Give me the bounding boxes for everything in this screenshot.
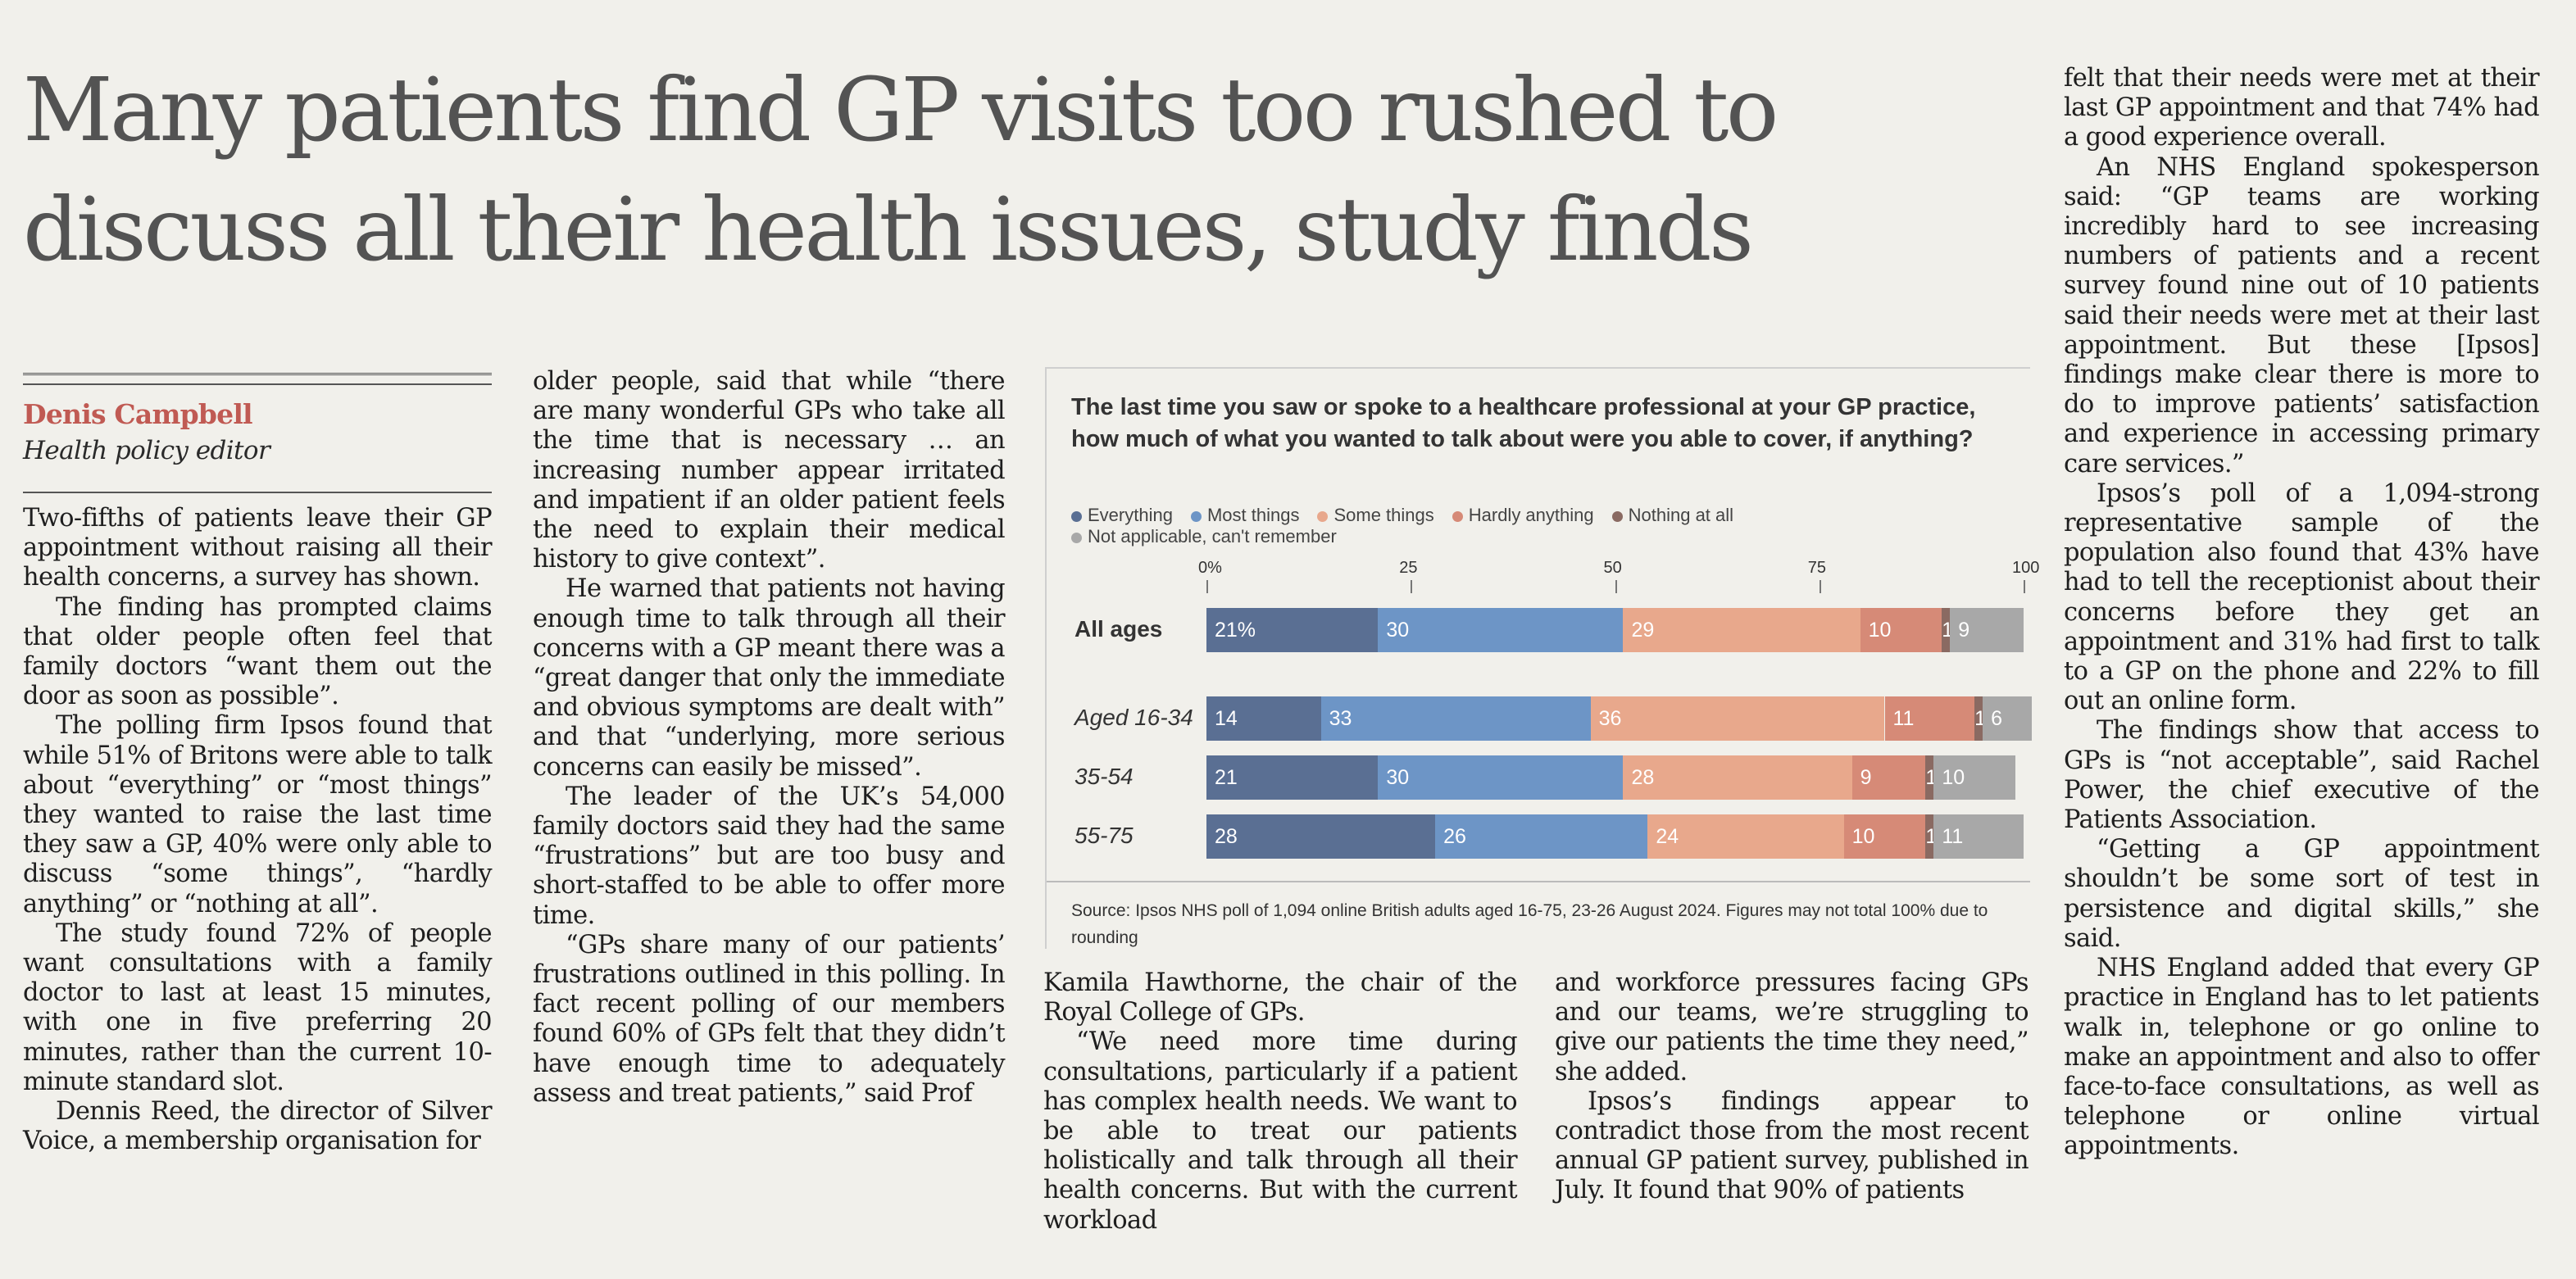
bar-segment: 36 <box>1590 696 1885 741</box>
paragraph: felt that their needs were met at their … <box>2064 64 2540 152</box>
paragraph: The leader of the UK’s 54,000 family doc… <box>533 782 1006 930</box>
bar-segment: 24 <box>1647 814 1844 859</box>
paragraph: Ipsos’s findings appear to contradict th… <box>1555 1086 2029 1205</box>
chart-legend: Everything Most things Some things Hardly a… <box>1071 505 2022 547</box>
paragraph: He warned that patients not having enoug… <box>533 574 1006 782</box>
bar-segment: 21% <box>1206 608 1379 652</box>
x-tick-mark <box>1615 580 1617 593</box>
category-label: All ages <box>1074 616 1163 642</box>
byline-rule-top-thin <box>23 383 492 385</box>
legend-label: Most things <box>1206 505 1300 525</box>
paragraph: Two-fifths of patients leave their GP ap… <box>23 504 493 592</box>
bar-segment: 30 <box>1378 608 1624 652</box>
stacked-bar: 14 33 36 11 1 6 <box>1206 696 2032 741</box>
legend-dot <box>1190 511 1202 522</box>
x-tick-mark <box>2024 580 2025 593</box>
paragraph: Ipsos’s poll of a 1,094-strong represent… <box>2064 478 2540 716</box>
bar-segment: 1 <box>1974 696 1983 741</box>
article-column-3: Kamila Hawthorne, the chair of the Royal… <box>1043 968 1518 1236</box>
paragraph: “GPs share many of our patients’ frustra… <box>533 930 1006 1108</box>
legend-item: Hardly anything <box>1452 505 1594 526</box>
bar-segment: 11 <box>1884 696 1975 741</box>
stacked-bar: 21% 30 29 10 1 9 <box>1206 608 2024 652</box>
byline-name: Denis Campbell <box>23 398 253 430</box>
x-tick-label: 50 <box>1603 559 1622 577</box>
legend-label: Not applicable, can't remember <box>1088 526 1337 547</box>
bar-segment: 28 <box>1623 755 1852 800</box>
bar-segment: 11 <box>1933 814 2024 859</box>
bar-segment: 29 <box>1623 608 1860 652</box>
category-label: Aged 16-34 <box>1074 705 1193 730</box>
article-column-1: Two-fifths of patients leave their GP ap… <box>23 504 493 1156</box>
paragraph: and workforce pressures facing GPs and o… <box>1555 968 2029 1086</box>
x-tick-mark <box>1819 580 1821 593</box>
paragraph: older people, said that while “there are… <box>533 367 1006 574</box>
paragraph: An NHS England spokesperson said: “GP te… <box>2064 152 2540 478</box>
chart-rule <box>1047 881 2030 882</box>
x-tick-mark <box>1206 580 1208 593</box>
legend-dot <box>1071 511 1082 522</box>
bar-segment: 1 <box>1925 814 1934 859</box>
x-tick-label: 0% <box>1198 559 1222 577</box>
legend-item: Most things <box>1190 505 1300 526</box>
x-tick-label: 75 <box>1807 559 1826 577</box>
bar-segment: 10 <box>1860 608 1942 652</box>
bar-segment: 33 <box>1320 696 1591 741</box>
bar-segment: 28 <box>1206 814 1436 859</box>
legend-item: Nothing at all <box>1611 505 1734 526</box>
bar-segment: 1 <box>1925 755 1934 800</box>
legend-item: Everything <box>1071 505 1173 526</box>
paragraph: The study found 72% of people want consu… <box>23 918 493 1096</box>
bar-segment: 10 <box>1843 814 1926 859</box>
paragraph: Dennis Reed, the director of Silver Voic… <box>23 1097 493 1156</box>
chart-title: The last time you saw or spoke to a heal… <box>1071 394 1976 452</box>
legend-dot <box>1452 511 1463 522</box>
x-tick-mark <box>1411 580 1413 593</box>
stacked-bar: 21 30 28 9 1 10 <box>1206 755 2024 800</box>
legend-label: Some things <box>1333 505 1434 525</box>
byline-role: Health policy editor <box>23 436 270 465</box>
paragraph: “Getting a GP appointment shouldn’t be s… <box>2064 835 2540 953</box>
bar-segment: 21 <box>1206 755 1379 800</box>
category-label: 35-54 <box>1074 764 1134 789</box>
bar-segment: 9 <box>1950 608 2024 652</box>
bar-segment: 30 <box>1378 755 1624 800</box>
legend-dot <box>1071 533 1082 543</box>
article-column-4: and workforce pressures facing GPs and o… <box>1555 968 2029 1206</box>
bar-segment: 6 <box>1983 696 2032 741</box>
legend-item: Not applicable, can't remember <box>1071 526 1337 547</box>
paragraph: The polling firm Ipsos found that while … <box>23 711 493 918</box>
legend-item: Some things <box>1317 505 1434 526</box>
paragraph: The finding has prompted claims that old… <box>23 592 493 711</box>
chart-source: Source: Ipsos NHS poll of 1,094 online B… <box>1071 901 1988 947</box>
paragraph: “We need more time during consultations,… <box>1043 1027 1518 1235</box>
byline-rule-bottom <box>23 492 492 493</box>
legend-label: Nothing at all <box>1628 505 1734 525</box>
survey-chart: The last time you saw or spoke to a heal… <box>1045 367 2039 949</box>
bar-segment: 9 <box>1851 755 1926 800</box>
x-tick-label: 100 <box>2012 559 2040 577</box>
article-column-2: older people, said that while “there are… <box>533 367 1006 1109</box>
category-label: 55-75 <box>1074 823 1134 848</box>
paragraph: Kamila Hawthorne, the chair of the Royal… <box>1043 968 1518 1027</box>
stacked-bar: 28 26 24 10 1 11 <box>1206 814 2024 859</box>
headline: Many patients find GP visits too rushed … <box>23 60 1779 281</box>
byline-rule-top <box>23 373 492 375</box>
legend-dot <box>1611 511 1623 522</box>
legend-dot <box>1317 511 1329 522</box>
article-column-5: felt that their needs were met at their … <box>2064 64 2540 1162</box>
legend-label: Everything <box>1088 505 1173 525</box>
bar-segment: 26 <box>1435 814 1648 859</box>
bar-segment: 14 <box>1206 696 1321 741</box>
bar-segment: 10 <box>1933 755 2016 800</box>
x-tick-label: 25 <box>1399 559 1418 577</box>
paragraph: The findings show that access to GPs is … <box>2064 716 2540 835</box>
legend-label: Hardly anything <box>1468 505 1594 525</box>
bar-segment: 1 <box>1942 608 1951 652</box>
paragraph: NHS England added that every GP practice… <box>2064 954 2540 1161</box>
